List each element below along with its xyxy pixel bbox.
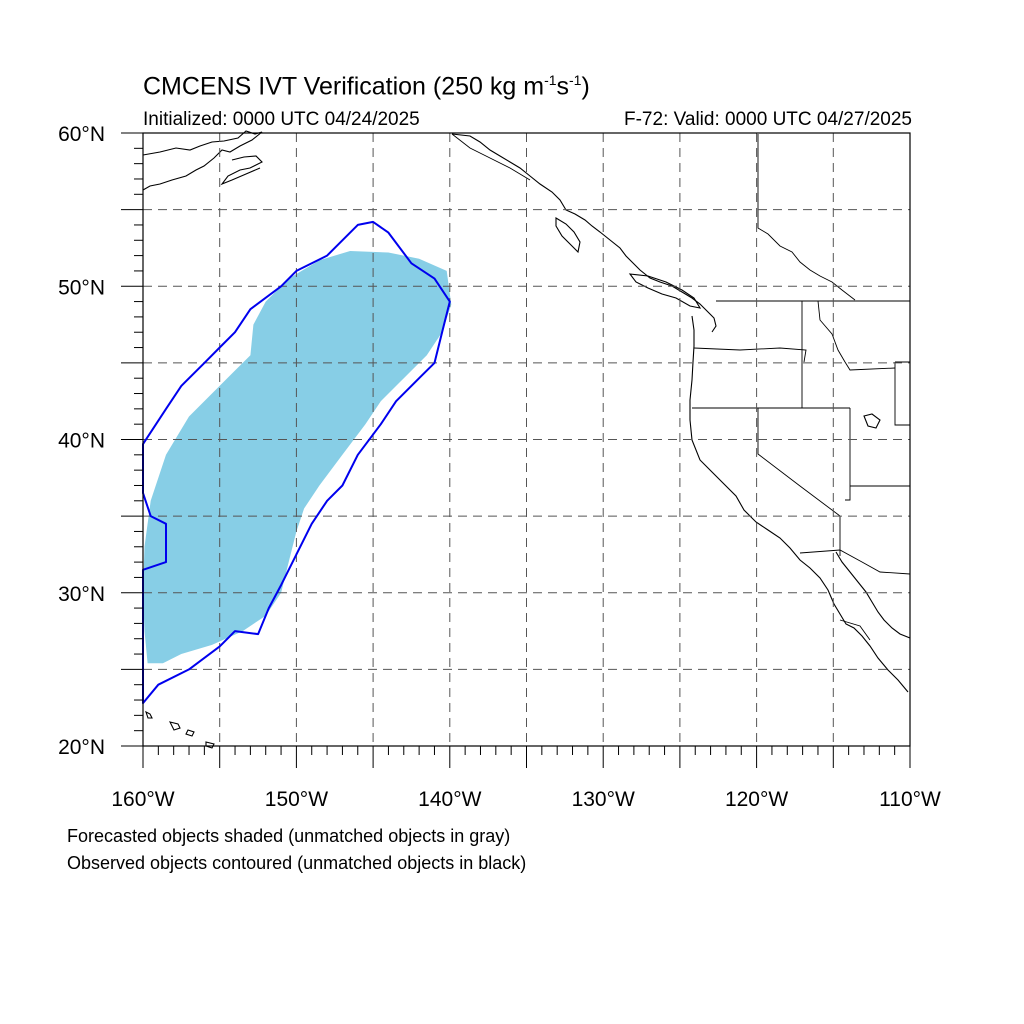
coastline-haida-gwaii <box>555 217 581 254</box>
lat-label: 50°N <box>58 276 105 299</box>
coastline-gulf-east <box>835 551 911 639</box>
title-suffix: ) <box>581 72 590 101</box>
lon-label: 140°W <box>418 788 481 811</box>
border-nv-ut <box>845 408 851 501</box>
title-prefix: CMCENS IVT Verification (250 kg m <box>143 72 545 101</box>
valid-time-label: F-72: Valid: 0000 UTC 04/27/2025 <box>624 109 912 130</box>
lat-label: 40°N <box>58 430 105 453</box>
border-ca-nv <box>757 408 841 517</box>
graticule-layer <box>143 133 910 746</box>
title-superscript-2: -1 <box>569 72 582 88</box>
border-id-mt <box>817 300 896 371</box>
coastline-panhandle <box>451 133 717 333</box>
lon-labels-layer: 160°W 150°W 140°W 130°W 120°W 110°W <box>111 788 941 811</box>
border-wa-or <box>693 347 807 363</box>
forecast-object-layer <box>143 251 452 664</box>
lon-label: 120°W <box>725 788 788 811</box>
observed-object-layer <box>142 220 451 705</box>
lon-label: 110°W <box>879 788 941 811</box>
coastline-alaska-peninsula <box>220 155 263 186</box>
border-alaska-canada <box>451 133 531 181</box>
title-mid: s <box>556 72 570 101</box>
coastline-vancouver-island <box>628 273 702 309</box>
observed-object-contour <box>142 220 451 705</box>
coastline-us-west <box>689 315 909 693</box>
border-mexico-interior <box>839 619 871 641</box>
border-canada-interior <box>757 134 856 301</box>
border-us-mexico <box>799 549 911 575</box>
lon-label: 130°W <box>572 788 635 811</box>
lat-label: 20°N <box>58 736 105 759</box>
forecast-object-fill <box>143 251 452 664</box>
border-wy <box>894 361 910 426</box>
political-borders-layer <box>451 133 911 641</box>
observed-legend-note: Observed objects contoured (unmatched ob… <box>67 853 527 873</box>
lat-label: 30°N <box>58 583 105 606</box>
title-superscript-1: -1 <box>544 72 557 88</box>
coastline-hawaii-2 <box>168 721 181 731</box>
lat-label: 60°N <box>58 123 105 146</box>
coastline-layer <box>142 130 911 749</box>
plot-title: CMCENS IVT Verification (250 kg m-1s-1) <box>143 72 590 101</box>
coastline-hawaii-3 <box>185 729 195 737</box>
lon-label: 160°W <box>111 788 174 811</box>
forecast-legend-note: Forecasted objects shaded (unmatched obj… <box>67 826 511 846</box>
axis-ticks-layer <box>121 132 911 768</box>
lon-label: 150°W <box>265 788 328 811</box>
coastline-alaska <box>142 130 263 191</box>
coastline-hawaii-4 <box>205 741 215 749</box>
lat-labels-layer: 60°N 50°N 40°N 30°N 20°N <box>58 123 105 759</box>
init-time-label: Initialized: 0000 UTC 04/24/2025 <box>143 109 420 130</box>
coastline-hawaii-1 <box>145 710 153 719</box>
coastline-great-salt-lake <box>863 413 881 429</box>
